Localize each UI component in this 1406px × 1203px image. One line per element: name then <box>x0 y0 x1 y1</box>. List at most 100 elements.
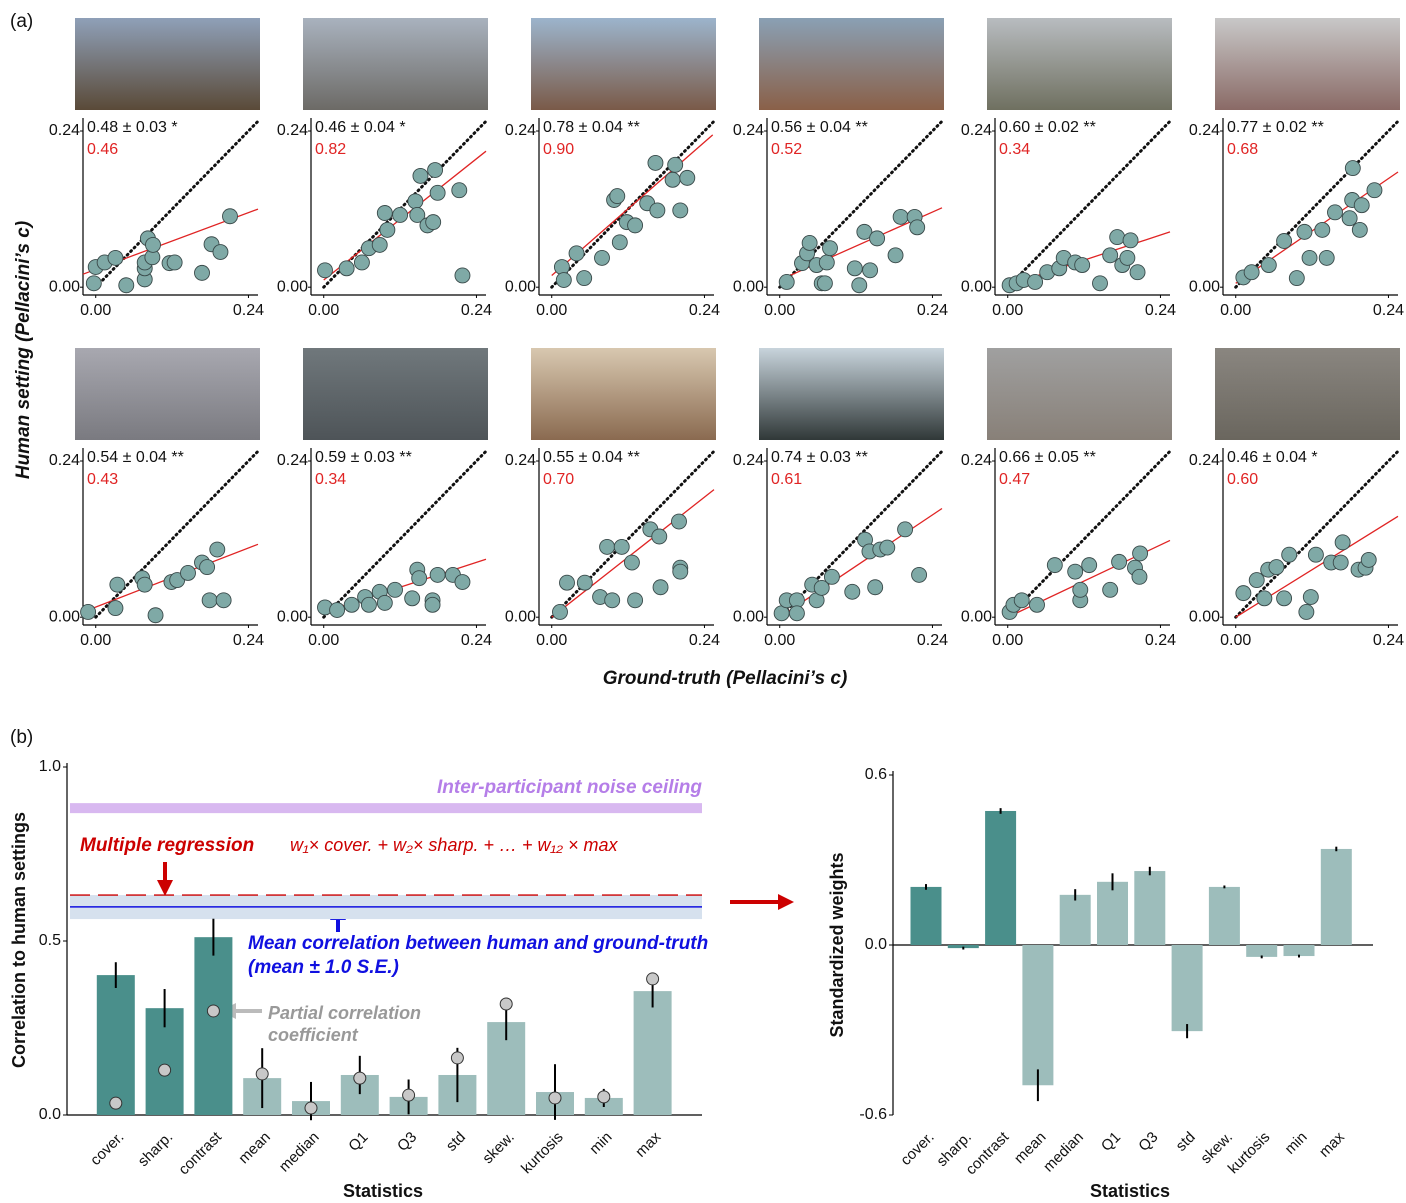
x-tick-label: Q1 <box>1098 1129 1124 1155</box>
data-point <box>1082 558 1097 573</box>
data-point <box>1028 274 1043 289</box>
x-tick-label: mean <box>235 1129 274 1168</box>
x-tick-label: 0.24 <box>689 632 720 649</box>
data-point <box>361 597 376 612</box>
data-point <box>553 604 568 619</box>
panorama-photo <box>303 348 488 440</box>
partial-correlation-dot <box>451 1052 463 1064</box>
y-tick-label: 0.00 <box>277 608 308 625</box>
data-point <box>181 565 196 580</box>
y-tick-label: 0.6 <box>865 766 887 783</box>
data-point <box>216 593 231 608</box>
panorama-photo <box>75 18 260 110</box>
correlation-annotation: 0.47 <box>999 471 1030 488</box>
panorama-photo <box>987 348 1172 440</box>
x-tick-label: cover. <box>87 1129 127 1169</box>
slope-annotation: 0.78 ± 0.04 ** <box>543 119 640 136</box>
correlation-annotation: 0.90 <box>543 141 574 158</box>
data-point <box>577 575 592 590</box>
data-point <box>847 261 862 276</box>
y-tick-label: 0.24 <box>1189 122 1220 139</box>
x-tick-label: 0.24 <box>917 302 948 319</box>
data-point <box>605 593 620 608</box>
data-point <box>428 163 443 178</box>
mean-correlation-label: Mean correlation between human and groun… <box>248 933 708 954</box>
x-tick-label: 0.24 <box>1373 302 1404 319</box>
slope-annotation: 0.54 ± 0.04 ** <box>87 449 184 466</box>
correlation-annotation: 0.60 <box>1227 471 1258 488</box>
x-tick-label: 0.24 <box>1373 632 1404 649</box>
data-point <box>819 255 834 270</box>
x-tick-label: 0.00 <box>536 632 567 649</box>
panorama-photo <box>759 18 944 110</box>
data-point <box>413 168 428 183</box>
correlation-annotation: 0.61 <box>771 471 802 488</box>
bar <box>1172 945 1203 1031</box>
data-point <box>1047 558 1062 573</box>
y-tick-label: 0.0 <box>39 1106 61 1123</box>
data-point <box>1277 591 1292 606</box>
correlation-annotation: 0.46 <box>87 141 118 158</box>
x-tick-label: min <box>1282 1129 1311 1158</box>
data-point <box>195 265 210 280</box>
data-point <box>650 203 665 218</box>
mean-correlation-note: (mean ± 1.0 S.E.) <box>248 957 399 978</box>
bar <box>985 811 1016 945</box>
data-point <box>1367 183 1382 198</box>
slope-annotation: 0.55 ± 0.04 ** <box>543 449 640 466</box>
identity-line <box>324 451 486 617</box>
data-point <box>86 276 101 291</box>
data-point <box>1120 250 1135 265</box>
y-tick-label: 0.00 <box>49 278 80 295</box>
slope-annotation: 0.59 ± 0.03 ** <box>315 449 412 466</box>
data-point <box>213 245 228 260</box>
data-point <box>1112 554 1127 569</box>
data-point <box>1282 547 1297 562</box>
data-point <box>1261 258 1276 273</box>
panorama-photo <box>987 18 1172 110</box>
x-tick-label: 0.00 <box>764 632 795 649</box>
noise-ceiling-label: Inter-participant noise ceiling <box>437 777 702 798</box>
correlation-annotation: 0.34 <box>315 471 346 488</box>
data-point <box>1093 276 1108 291</box>
data-point <box>863 263 878 278</box>
slope-annotation: 0.48 ± 0.03 * <box>87 119 178 136</box>
slope-annotation: 0.74 ± 0.03 ** <box>771 449 868 466</box>
data-point <box>817 276 832 291</box>
bar <box>1246 945 1277 957</box>
panel-label: (b) <box>10 727 33 748</box>
x-tick-label: median <box>276 1129 323 1176</box>
data-point <box>610 189 625 204</box>
x-tick-label: Q3 <box>394 1129 420 1155</box>
partial-correlation-dot <box>549 1092 561 1104</box>
data-point <box>1073 582 1088 597</box>
data-point <box>110 577 125 592</box>
slope-annotation: 0.46 ± 0.04 * <box>1227 449 1318 466</box>
bar <box>1022 945 1053 1085</box>
data-point <box>910 220 925 235</box>
data-point <box>1333 555 1348 570</box>
partial-label: coefficient <box>268 1025 359 1045</box>
data-point <box>672 514 687 529</box>
slope-annotation: 0.77 ± 0.02 ** <box>1227 119 1324 136</box>
data-point <box>595 250 610 265</box>
y-tick-label: 0.00 <box>505 608 536 625</box>
bar <box>97 975 135 1115</box>
data-point <box>430 185 445 200</box>
data-point <box>823 241 838 256</box>
x-tick-label: std <box>1173 1129 1199 1155</box>
x-tick-label: 0.24 <box>461 632 492 649</box>
data-point <box>893 209 908 224</box>
data-point <box>452 183 467 198</box>
data-point <box>880 540 895 555</box>
data-point <box>318 263 333 278</box>
identity-line <box>552 451 714 617</box>
y-tick-label: 0.00 <box>505 278 536 295</box>
y-axis-label: Correlation to human settings <box>9 812 29 1068</box>
data-point <box>1249 573 1264 588</box>
x-tick-label: kurtosis <box>1225 1129 1274 1178</box>
data-point <box>802 235 817 250</box>
data-point <box>1342 211 1357 226</box>
data-point <box>1319 250 1334 265</box>
data-point <box>108 250 123 265</box>
